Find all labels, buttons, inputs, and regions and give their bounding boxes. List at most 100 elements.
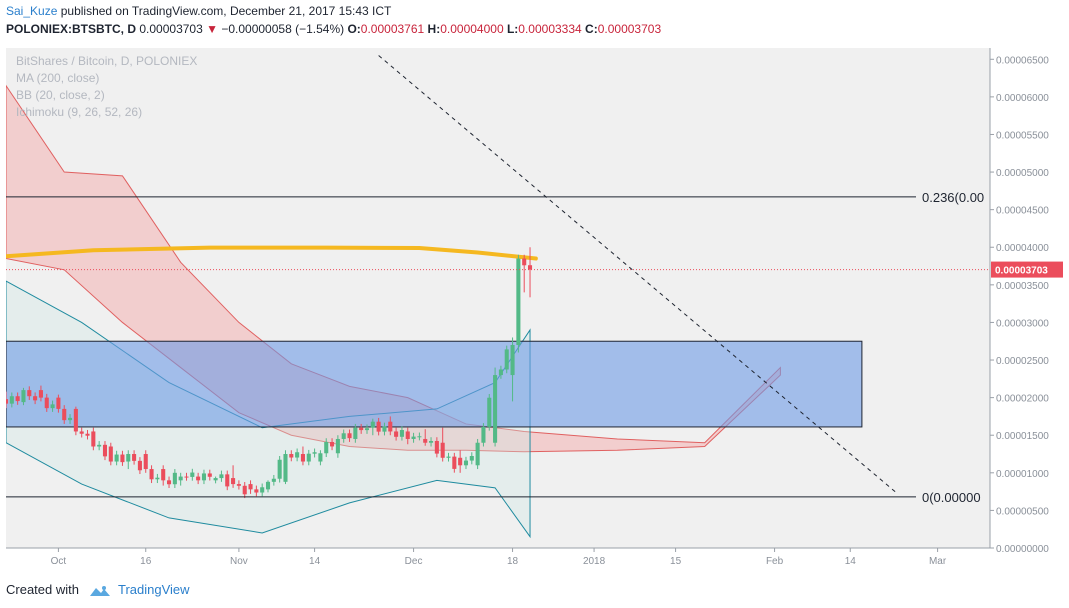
candle-body bbox=[463, 460, 469, 466]
candle-body bbox=[493, 375, 498, 443]
x-tick-label: 14 bbox=[309, 556, 321, 567]
close-label: C: bbox=[585, 22, 598, 36]
candle-body bbox=[56, 397, 61, 409]
candle-body bbox=[341, 433, 346, 439]
candle-body bbox=[85, 433, 90, 436]
candle-body bbox=[254, 489, 259, 493]
candle-body bbox=[335, 438, 340, 454]
y-tick-label: 0.00005500 bbox=[996, 130, 1049, 141]
y-tick-label: 0.00003000 bbox=[996, 318, 1049, 329]
candle-body bbox=[178, 476, 183, 481]
candle-body bbox=[458, 457, 463, 466]
candle-body bbox=[440, 442, 445, 458]
y-tick-label: 0.00006500 bbox=[996, 55, 1049, 66]
candle-body bbox=[434, 440, 439, 454]
candle-body bbox=[347, 433, 352, 439]
candle-body bbox=[417, 436, 422, 438]
candle-body bbox=[231, 478, 236, 485]
fib-level-label: 0(0.00000 bbox=[922, 490, 981, 505]
author-link[interactable]: Sai_Kuze bbox=[6, 4, 58, 18]
candle-body bbox=[132, 454, 137, 461]
tradingview-logo-icon bbox=[89, 585, 110, 596]
indicator-lines bbox=[4, 245, 538, 261]
candle-body bbox=[137, 460, 142, 471]
candle-body bbox=[399, 430, 404, 437]
candle-body bbox=[487, 397, 492, 427]
candle-body bbox=[143, 454, 148, 470]
candle-body bbox=[62, 408, 67, 421]
candle-body bbox=[21, 390, 26, 403]
candle-body bbox=[15, 396, 20, 402]
candle-body bbox=[271, 478, 276, 482]
low-value: 0.00003334 bbox=[518, 22, 582, 36]
candle-body bbox=[405, 431, 410, 439]
candle-body bbox=[126, 454, 131, 462]
chart-header: Sai_Kuze published on TradingView.com, D… bbox=[6, 4, 1066, 40]
plot-background bbox=[6, 48, 990, 548]
legend-title: BitShares / Bitcoin, D, POLONIEX bbox=[16, 54, 197, 68]
x-tick-label: Dec bbox=[405, 556, 423, 567]
chart-area[interactable]: 0.236(0.00 0(0.00000 0.00006500 0.00006000… bbox=[3, 48, 1064, 572]
ma200-line bbox=[4, 245, 538, 261]
candle-body bbox=[196, 476, 201, 481]
support-zone[interactable] bbox=[5, 340, 863, 428]
candle-body bbox=[236, 484, 241, 486]
candle-body bbox=[359, 427, 364, 431]
candle-body bbox=[469, 456, 474, 461]
price-change: −0.00000058 (−1.54%) bbox=[221, 22, 345, 36]
last-price-value: 0.00003703 bbox=[995, 266, 1048, 277]
x-tick-label: Nov bbox=[230, 556, 248, 567]
candle-body bbox=[423, 438, 428, 443]
candle-body bbox=[370, 421, 375, 428]
candle-body bbox=[213, 478, 218, 481]
candle-body bbox=[27, 390, 32, 397]
high-value: 0.00004000 bbox=[440, 22, 504, 36]
downtrend-line bbox=[378, 55, 898, 494]
candle-body bbox=[201, 473, 207, 481]
candle-body bbox=[248, 484, 253, 490]
y-tick-label: 0.00006000 bbox=[996, 93, 1049, 104]
x-tick-label: 18 bbox=[507, 556, 519, 567]
down-arrow-icon: ▼ bbox=[206, 22, 218, 36]
candle-body bbox=[376, 421, 381, 432]
candle-body bbox=[114, 454, 119, 462]
created-with-label: Created with bbox=[6, 582, 79, 597]
candle-body bbox=[522, 258, 527, 266]
x-tick-label: 14 bbox=[845, 556, 857, 567]
legend-bb: BB (20, close, 2) bbox=[16, 88, 105, 102]
candle-body bbox=[73, 408, 78, 432]
x-tick-label: 2018 bbox=[583, 556, 606, 567]
candle-body bbox=[330, 441, 335, 447]
y-tick-label: 0.00003500 bbox=[996, 281, 1049, 292]
candle-body bbox=[353, 427, 358, 439]
x-tick-label: 15 bbox=[670, 556, 682, 567]
candle-body bbox=[225, 474, 230, 487]
low-label: L: bbox=[506, 22, 519, 36]
candle-body bbox=[207, 473, 212, 477]
y-tick-label: 0.00002500 bbox=[996, 356, 1049, 367]
tradingview-link[interactable]: TradingView bbox=[118, 582, 190, 597]
candle-body bbox=[149, 469, 154, 480]
candle-body bbox=[510, 344, 515, 376]
candle-body bbox=[300, 454, 305, 462]
drawings[interactable]: 0.236(0.00 0(0.00000 bbox=[6, 55, 990, 505]
y-tick-label: 0.00001500 bbox=[996, 431, 1049, 442]
candle-body bbox=[388, 421, 393, 432]
x-tick-label: Mar bbox=[929, 556, 947, 567]
candle-body bbox=[38, 390, 43, 398]
candle-body bbox=[504, 349, 509, 370]
candle-body bbox=[166, 480, 172, 485]
candle-body bbox=[190, 472, 195, 477]
candle-body bbox=[172, 472, 177, 485]
candle-body bbox=[295, 452, 300, 458]
candle-body bbox=[9, 396, 14, 404]
candle-body bbox=[242, 485, 247, 495]
y-tick-label: 0.00001000 bbox=[996, 469, 1049, 480]
publish-info: Sai_Kuze published on TradingView.com, D… bbox=[6, 4, 391, 18]
candle-body bbox=[481, 426, 486, 443]
y-tick-label: 0.00000500 bbox=[996, 506, 1049, 517]
y-tick-label: 0.00002000 bbox=[996, 394, 1049, 405]
candle-body bbox=[475, 442, 480, 466]
price-chart[interactable]: 0.236(0.00 0(0.00000 0.00006500 0.00006000… bbox=[3, 48, 1064, 572]
candle-body bbox=[516, 258, 521, 345]
